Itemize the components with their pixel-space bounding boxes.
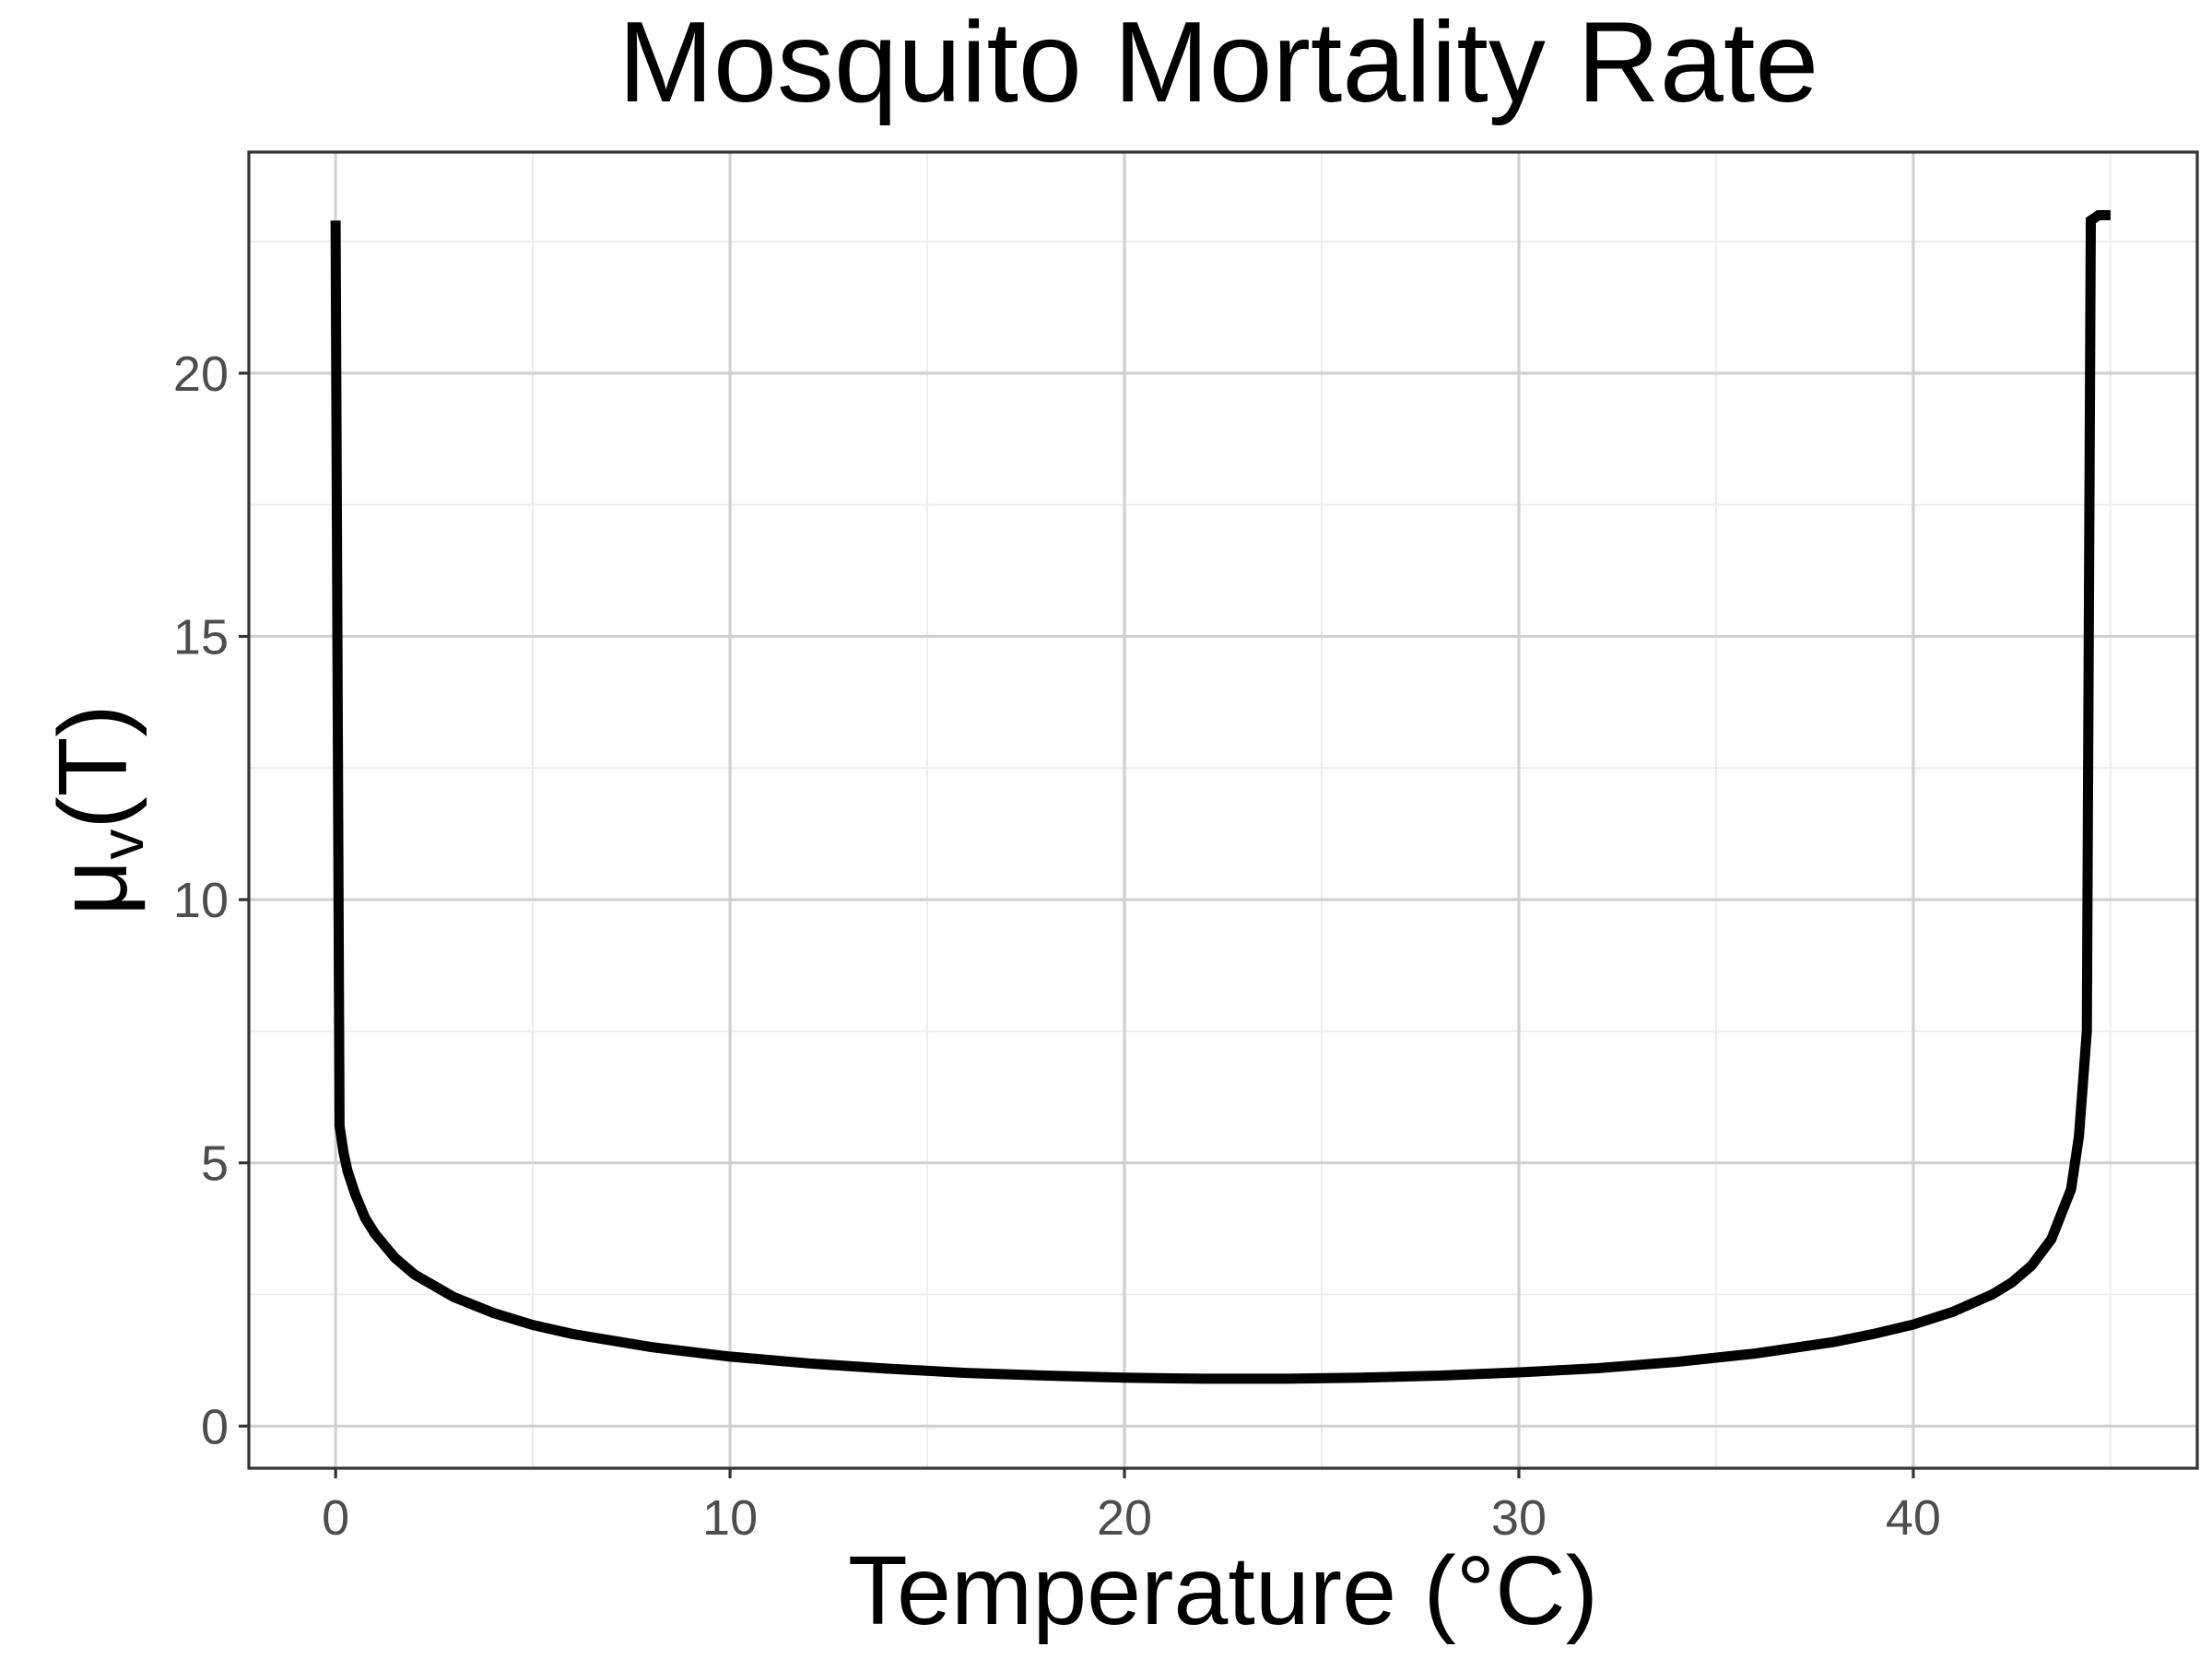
chart-title: Mosquito Mortality Rate (618, 0, 1818, 126)
y-axis-title-tail: (T) (39, 704, 147, 829)
y-axis: 0 5 10 15 20 (173, 347, 249, 1454)
panel-background (249, 152, 2197, 1468)
x-tick-label: 0 (322, 1490, 349, 1546)
y-tick-label: 20 (173, 347, 229, 402)
y-axis-title-subscript: v (88, 830, 156, 860)
x-tick-label: 30 (1491, 1490, 1547, 1546)
panel-border (247, 150, 2199, 1470)
y-tick-label: 0 (201, 1399, 229, 1454)
x-axis: 0 10 20 30 40 (322, 1468, 1941, 1546)
mortality-rate-line (330, 210, 2111, 1384)
x-axis-title: Temperature (°C) (848, 1536, 1598, 1645)
minor-gridlines (249, 152, 2197, 1468)
y-tick-label: 10 (173, 873, 229, 928)
y-axis-title: μv(T) (39, 704, 156, 915)
y-axis-title-mu: μ (39, 860, 147, 916)
y-tick-label: 5 (201, 1136, 229, 1192)
x-tick-label: 40 (1886, 1490, 1941, 1546)
x-tick-label: 20 (1097, 1490, 1152, 1546)
x-tick-label: 10 (702, 1490, 758, 1546)
plot-panel (247, 150, 2199, 1470)
y-tick-label: 15 (173, 610, 229, 665)
